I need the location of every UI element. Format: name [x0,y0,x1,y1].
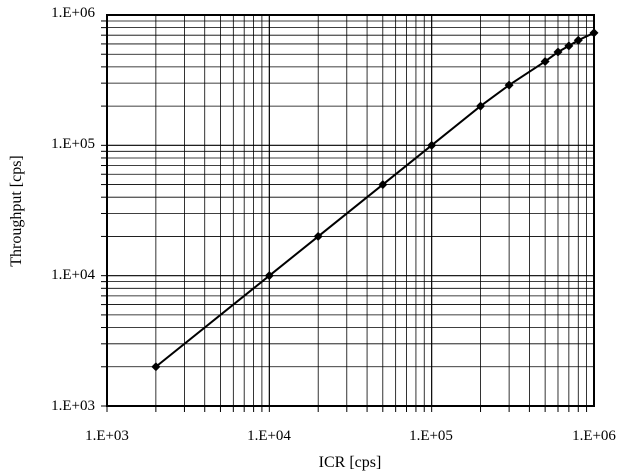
data-point-diamond [589,28,599,38]
data-point-diamond [264,271,274,281]
data-points [151,28,599,372]
y-tick-label-1e5: 1.E+05 [51,136,95,152]
data-point-diamond [573,35,583,45]
y-tick-label-1e4: 1.E+04 [51,267,95,283]
y-tick-label-1e3: 1.E+03 [51,398,95,414]
y-axis-label: Throughput [cps] [8,155,25,267]
data-point-diamond [540,56,550,66]
plot-frame [106,14,595,407]
grid [101,15,594,412]
x-axis-label: ICR [cps] [319,454,382,471]
x-tick-label-1e5: 1.E+05 [409,428,453,444]
y-tick-label-1e6: 1.E+06 [51,5,95,21]
data-point-diamond [564,41,574,51]
data-point-diamond [553,47,563,57]
data-point-diamond [151,362,161,372]
data-point-diamond [504,80,514,90]
data-point-diamond [313,231,323,241]
data-point-diamond [378,180,388,190]
data-point-diamond [476,101,486,111]
x-tick-label-1e6: 1.E+06 [572,428,616,444]
x-tick-label-1e4: 1.E+04 [247,428,291,444]
x-tick-label-1e3: 1.E+03 [85,428,129,444]
data-point-diamond [427,140,437,150]
